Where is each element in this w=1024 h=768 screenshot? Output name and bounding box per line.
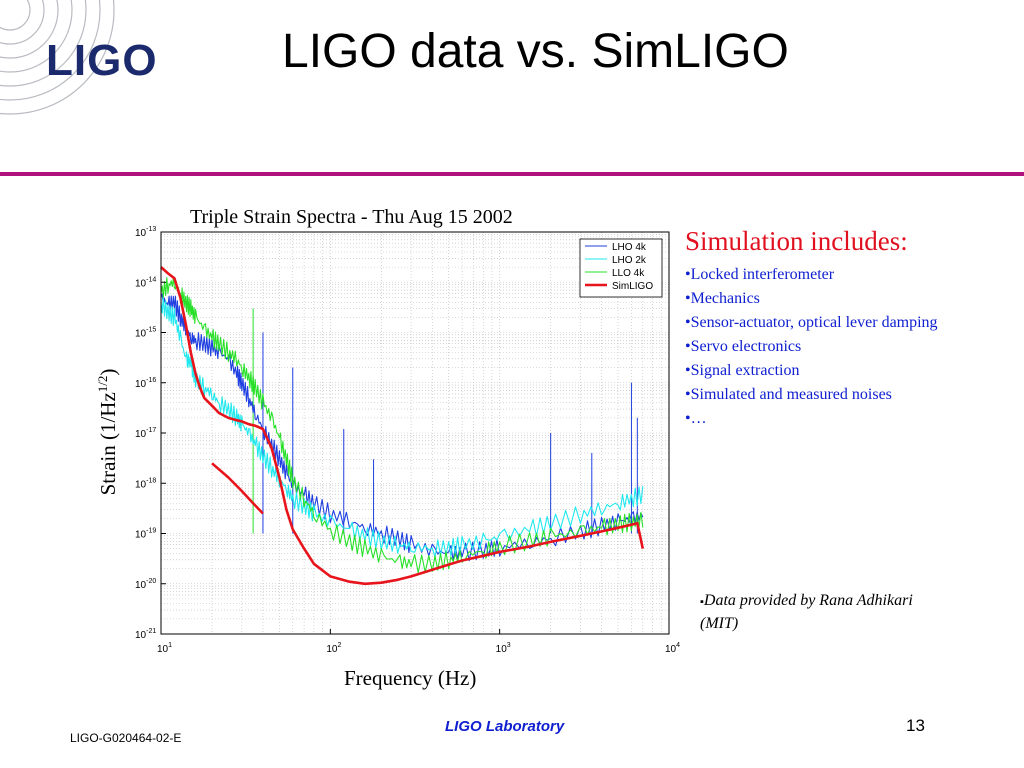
document-id: LIGO-G020464-02-E <box>70 731 182 745</box>
logo-arcs-icon <box>0 0 115 115</box>
x-tick-label: 101 <box>157 642 172 655</box>
simulation-panel: Simulation includes: •Locked interferome… <box>685 226 1015 431</box>
ligo-logo: LIGO <box>46 36 158 85</box>
y-tick-label: 10-15 <box>135 327 156 340</box>
series-simligo-segment <box>211 462 264 515</box>
series-simligo <box>160 266 645 586</box>
square-bullet-icon: ▪ <box>700 596 704 608</box>
legend-entry: LHO 2k <box>612 255 647 266</box>
legend-entry: LLO 4k <box>612 268 645 279</box>
legend-box <box>579 238 663 298</box>
footer-lab-name: LIGO Laboratory <box>445 718 565 735</box>
y-tick-label: 10-16 <box>135 377 156 390</box>
slide-title: LIGO data vs. SimLIGO <box>282 25 789 78</box>
legend-entry: LHO 4k <box>612 242 647 253</box>
series-llo-4k <box>160 277 644 574</box>
y-tick-label: 10-14 <box>135 276 156 289</box>
y-tick-label: 10-17 <box>135 427 156 440</box>
x-axis-label: Frequency (Hz) <box>344 666 477 690</box>
list-item: •Signal extraction <box>685 362 800 379</box>
chart-title: Triple Strain Spectra - Thu Aug 15 2002 <box>190 206 513 228</box>
list-item: •… <box>685 410 707 427</box>
y-tick-label: 10-18 <box>135 477 156 490</box>
series-lho-2k <box>160 296 644 558</box>
x-tick-label: 104 <box>665 642 680 655</box>
y-tick-label: 10-13 <box>135 226 156 239</box>
list-item: •Locked interferometer <box>685 266 835 283</box>
list-item: •Mechanics <box>685 290 760 307</box>
simulation-list: •Locked interferometer •Mechanics •Senso… <box>685 263 1015 431</box>
list-item: •Sensor-actuator, optical lever damping <box>685 314 938 331</box>
simulation-heading: Simulation includes: <box>685 226 908 256</box>
page-number: 13 <box>906 716 925 735</box>
y-tick-label: 10-19 <box>135 528 156 541</box>
list-item: •Servo electronics <box>685 338 802 355</box>
y-tick-label: 10-20 <box>135 578 156 591</box>
data-credit: ▪Data provided by Rana Adhikari (MIT) <box>700 592 913 632</box>
title-divider <box>0 172 1024 176</box>
y-tick-label: 10-21 <box>135 628 156 641</box>
legend-entry: SimLIGO <box>612 281 653 292</box>
x-tick-label: 102 <box>326 642 341 655</box>
x-tick-label: 103 <box>496 642 511 655</box>
list-item: •Simulated and measured noises <box>685 386 892 403</box>
